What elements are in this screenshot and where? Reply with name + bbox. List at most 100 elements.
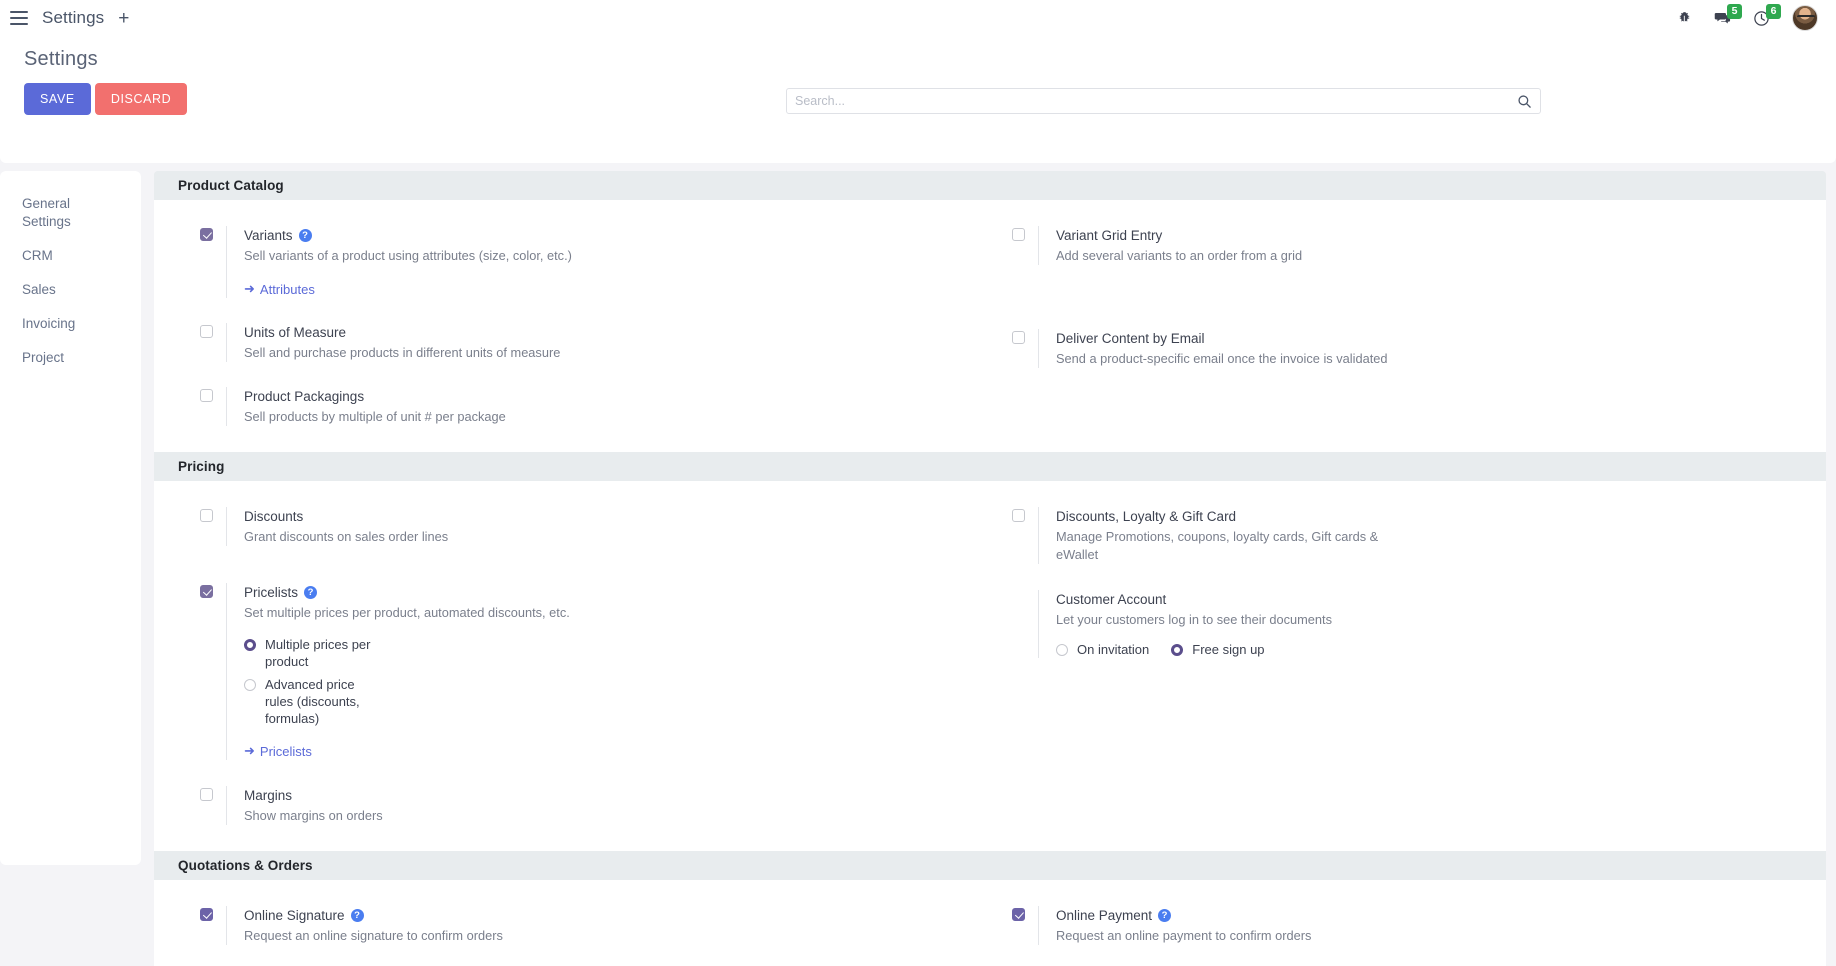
checkbox-cell [178, 507, 226, 522]
radio-free-sign-up[interactable]: Free sign up [1171, 641, 1265, 658]
checkbox-cell [178, 583, 226, 598]
section-body-quotations-orders: Online Signature ? Request an online sig… [154, 880, 1826, 966]
setting-product-packagings: Product Packagings Sell products by mult… [178, 387, 990, 426]
setting-label: Units of Measure [244, 325, 347, 340]
arrow-right-icon: ➜ [244, 281, 255, 296]
section-left-column: Discounts Grant discounts on sales order… [178, 507, 990, 825]
setting-label: Discounts [244, 509, 304, 524]
setting-description: Sell variants of a product using attribu… [244, 248, 572, 263]
help-icon[interactable]: ? [298, 229, 312, 242]
setting-content: Product Packagings Sell products by mult… [226, 387, 990, 426]
sidebar-item-invoicing[interactable]: Invoicing [0, 307, 141, 341]
online-signature-checkbox[interactable] [200, 908, 213, 921]
radio-label: Free sign up [1192, 642, 1265, 657]
settings-content-scroll[interactable]: Product Catalog Variants ? Sell [154, 171, 1826, 966]
setting-label: Deliver Content by Email [1056, 331, 1205, 346]
navbar-right-group: 5 6 [1677, 3, 1818, 31]
setting-content: Deliver Content by Email Send a product-… [1038, 329, 1802, 368]
setting-description: Request an online signature to confirm o… [244, 928, 503, 943]
radio-advanced-price-rules[interactable]: Advanced price rules (discounts, formula… [244, 676, 990, 727]
setting-label: Product Packagings [244, 389, 365, 404]
setting-label: Variant Grid Entry [1056, 228, 1163, 243]
variant-grid-entry-checkbox[interactable] [1012, 228, 1025, 241]
discounts-loyalty-gift-card-checkbox[interactable] [1012, 509, 1025, 522]
sidebar-item-sales[interactable]: Sales [0, 273, 141, 307]
setting-label: Variants [244, 228, 293, 243]
section-header-pricing: Pricing [154, 452, 1826, 481]
setting-online-signature: Online Signature ? Request an online sig… [178, 906, 990, 945]
help-icon[interactable]: ? [1158, 909, 1172, 922]
checkbox-cell [178, 226, 226, 241]
deliver-content-by-email-checkbox[interactable] [1012, 331, 1025, 344]
setting-label-row: Customer Account [1056, 590, 1802, 609]
avatar[interactable] [1792, 5, 1818, 31]
checkbox-cell [990, 507, 1038, 522]
radio-indicator[interactable] [1056, 644, 1068, 656]
setting-content: Pricelists ? Set multiple prices per pro… [226, 583, 990, 760]
help-icon[interactable]: ? [304, 586, 318, 599]
bug-icon[interactable] [1677, 11, 1692, 26]
setting-label-row: Variant Grid Entry [1056, 226, 1802, 245]
online-payment-checkbox[interactable] [1012, 908, 1025, 921]
navbar-left-group: Settings + [10, 8, 129, 28]
variants-checkbox[interactable] [200, 228, 213, 241]
messages-icon[interactable]: 5 [1714, 3, 1742, 27]
sidebar-item-general-settings[interactable]: General Settings [0, 187, 141, 239]
margins-checkbox[interactable] [200, 788, 213, 801]
radio-on-invitation[interactable]: On invitation [1056, 641, 1149, 658]
setting-label-row: Online Payment ? [1056, 906, 1802, 925]
page-title: Settings [24, 48, 98, 70]
setting-label: Online Signature [244, 908, 345, 923]
help-icon[interactable]: ? [350, 909, 364, 922]
setting-label-row: Deliver Content by Email [1056, 329, 1802, 348]
arrow-right-icon: ➜ [244, 743, 255, 758]
tab-label: General Settings [22, 196, 71, 229]
section-right-column: Online Payment ? Request an online payme… [990, 906, 1802, 945]
setting-content: Margins Show margins on orders [226, 786, 990, 825]
product-packagings-checkbox[interactable] [200, 389, 213, 402]
section-left-column: Variants ? Sell variants of a product us… [178, 226, 990, 426]
radio-indicator[interactable] [244, 639, 256, 651]
setting-content: Online Signature ? Request an online sig… [226, 906, 990, 945]
setting-label: Pricelists [244, 585, 299, 600]
search-icon[interactable] [1517, 94, 1532, 109]
setting-label: Online Payment [1056, 908, 1153, 923]
sidebar-item-crm[interactable]: CRM [0, 239, 141, 273]
checkbox-cell [990, 329, 1038, 344]
internal-link-pricelists[interactable]: ➜ Pricelists [244, 743, 312, 759]
checkbox-cell [990, 226, 1038, 241]
save-button[interactable]: SAVE [24, 83, 91, 115]
checkbox-cell [178, 387, 226, 402]
setting-description: Sell products by multiple of unit # per … [244, 409, 506, 424]
sidebar-item-project[interactable]: Project [0, 341, 141, 375]
page-root: Settings SAVE DISCARD General Settings C… [0, 36, 1836, 966]
radio-indicator[interactable] [1171, 644, 1184, 656]
search-box[interactable] [786, 88, 1541, 114]
setting-content: Discounts, Loyalty & Gift Card Manage Pr… [1038, 507, 1802, 564]
section-body-product-catalog: Variants ? Sell variants of a product us… [154, 200, 1826, 452]
search-input[interactable] [795, 94, 1517, 108]
checkbox-cell [178, 906, 226, 921]
section-right-column: Discounts, Loyalty & Gift Card Manage Pr… [990, 507, 1802, 825]
discard-button[interactable]: DISCARD [94, 83, 188, 115]
radio-multiple-prices-per-product[interactable]: Multiple prices per product [244, 636, 990, 670]
setting-margins: Margins Show margins on orders [178, 786, 990, 825]
activities-clock-icon[interactable]: 6 [1753, 3, 1781, 27]
internal-link-attributes[interactable]: ➜ Attributes [244, 281, 315, 297]
radio-indicator[interactable] [244, 679, 256, 691]
add-tab-plus-icon[interactable]: + [118, 7, 130, 29]
section-left-column: Online Signature ? Request an online sig… [178, 906, 990, 945]
hamburger-icon[interactable] [10, 11, 28, 25]
setting-discounts-loyalty-gift-card: Discounts, Loyalty & Gift Card Manage Pr… [990, 507, 1802, 590]
pricelists-checkbox[interactable] [200, 585, 213, 598]
setting-label-row: Pricelists ? [244, 583, 990, 602]
setting-pricelists: Pricelists ? Set multiple prices per pro… [178, 583, 990, 786]
radio-label: On invitation [1077, 642, 1150, 657]
activities-badge: 6 [1766, 3, 1781, 19]
units-of-measure-checkbox[interactable] [200, 325, 213, 338]
tab-label: Project [22, 350, 65, 365]
discounts-checkbox[interactable] [200, 509, 213, 522]
control-panel-left: Settings SAVE DISCARD [24, 48, 188, 115]
setting-label-row: Discounts [244, 507, 990, 526]
checkbox-cell [990, 906, 1038, 921]
